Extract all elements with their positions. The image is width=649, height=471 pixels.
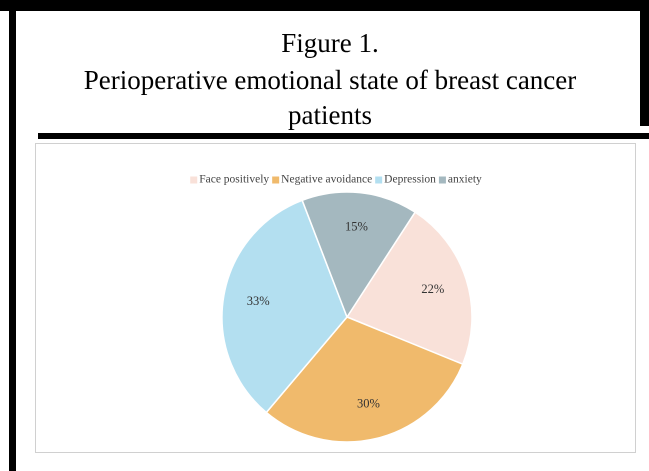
data-label: 22% (421, 282, 444, 296)
frame-right (640, 0, 649, 126)
legend-label: Face positively (199, 174, 269, 186)
pie-slice (301, 191, 417, 319)
title-line: patients (288, 100, 372, 130)
legend-swatch (438, 176, 446, 184)
legend-label: Negative avoidance (281, 174, 372, 186)
pie-slice (265, 316, 464, 443)
frame-left (9, 0, 16, 471)
pie-slice (345, 211, 473, 366)
legend-swatch (190, 176, 198, 184)
legend-swatch (375, 176, 383, 184)
title-line: Figure 1. (281, 28, 379, 58)
legend-swatch (272, 176, 280, 184)
legend-label: Depression (384, 174, 436, 186)
pie: 22% 30% 33% 15% (221, 191, 473, 443)
legend-label: anxiety (448, 174, 482, 186)
title-line: Perioperative emotional state of breast … (84, 65, 577, 95)
frame-top (0, 0, 649, 11)
data-label: 33% (247, 294, 270, 308)
data-label: 30% (357, 396, 380, 410)
data-label: 15% (345, 219, 368, 233)
title-rule (38, 133, 649, 139)
pie-slice (221, 199, 348, 414)
legend: Face positively Negative avoidance Depress… (190, 174, 482, 186)
